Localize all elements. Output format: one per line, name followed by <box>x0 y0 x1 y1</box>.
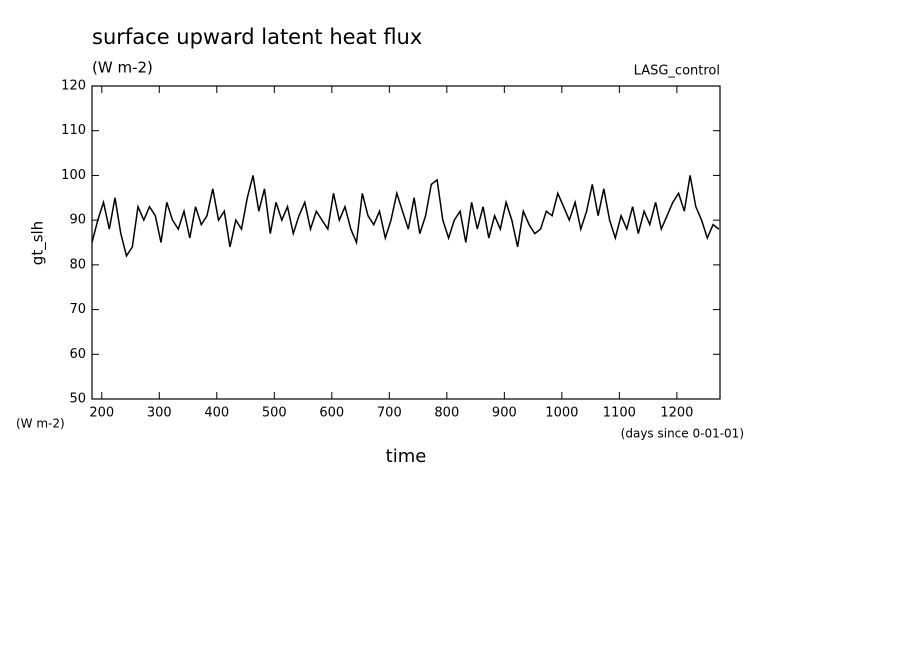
x-unit: (days since 0-01-01) <box>621 427 744 441</box>
x-tick-label: 600 <box>319 406 344 421</box>
x-axis-label: time <box>386 446 427 467</box>
x-tick-label: 800 <box>434 406 459 421</box>
y-tick-label: 110 <box>61 123 86 138</box>
x-tick-label: 200 <box>89 406 114 421</box>
y-tick-label: 60 <box>69 347 86 362</box>
y-tick-label: 50 <box>69 392 86 407</box>
x-tick-label: 300 <box>147 406 172 421</box>
plot-frame <box>91 85 721 400</box>
x-tick-label: 900 <box>492 406 517 421</box>
y-unit: (W m-2) <box>16 417 65 431</box>
x-tick-label: 400 <box>204 406 229 421</box>
y-tick-label: 90 <box>69 213 86 228</box>
y-tick-label: 100 <box>61 168 86 183</box>
x-tick-label: 1100 <box>603 406 636 421</box>
x-tick-label: 500 <box>262 406 287 421</box>
chart-title: surface upward latent heat flux <box>92 25 422 49</box>
data-line <box>91 175 720 258</box>
chart-subtitle: (W m-2) <box>92 59 153 77</box>
y-tick-label: 80 <box>69 257 86 272</box>
y-tick-label: 120 <box>61 79 86 94</box>
y-tick-label: 70 <box>69 302 86 317</box>
y-axis-label: gt_slh <box>29 221 48 265</box>
x-tick-label: 1000 <box>545 406 578 421</box>
annotation: LASG_control <box>634 64 720 79</box>
x-tick-label: 700 <box>377 406 402 421</box>
x-tick-label: 1200 <box>660 406 693 421</box>
